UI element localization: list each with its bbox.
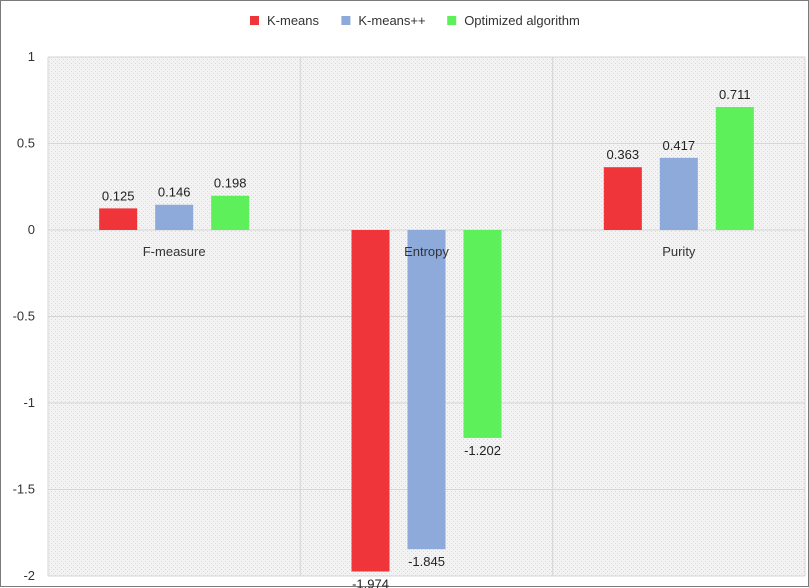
data-label: 0.417 bbox=[663, 138, 696, 153]
category-label: F-measure bbox=[143, 244, 206, 259]
category-label: Entropy bbox=[404, 244, 449, 259]
y-tick-label: -1.5 bbox=[13, 482, 35, 497]
data-labels: 0.125 0.146 0.198 -1.974 -1.845 -1.202 0.363 0.… bbox=[102, 87, 751, 588]
legend-label: K-means++ bbox=[358, 13, 425, 28]
category-label: Purity bbox=[662, 244, 696, 259]
bar-k-means--f-measure bbox=[155, 204, 194, 230]
data-label: 0.711 bbox=[719, 87, 751, 102]
bar-optimized-algorithm-entropy bbox=[463, 230, 502, 438]
bar-optimized-algorithm-f-measure bbox=[211, 195, 250, 230]
legend-swatch bbox=[447, 16, 457, 25]
legend-label: Optimized algorithm bbox=[464, 13, 580, 28]
bars bbox=[99, 106, 754, 572]
y-tick-label: 0 bbox=[28, 222, 35, 237]
data-label: 0.146 bbox=[158, 185, 191, 200]
legend-swatch bbox=[341, 16, 351, 25]
y-tick-label: 1 bbox=[28, 49, 35, 64]
legend-swatch bbox=[250, 16, 259, 25]
data-label: 0.363 bbox=[607, 147, 640, 162]
bar-k-means-f-measure bbox=[99, 208, 138, 230]
bar-k-means--purity bbox=[659, 157, 698, 230]
legend-label: K-means bbox=[267, 13, 320, 28]
y-tick-label: 0.5 bbox=[17, 136, 35, 151]
data-label: 0.125 bbox=[102, 188, 135, 203]
bar-k-means--entropy bbox=[407, 230, 446, 550]
bar-k-means-purity bbox=[603, 167, 642, 230]
data-label: -1.974 bbox=[352, 577, 389, 588]
y-tick-label: -2 bbox=[23, 568, 35, 583]
y-axis-ticks: 1 0.5 0 -0.5 -1 -1.5 -2 bbox=[13, 49, 35, 583]
y-tick-label: -1 bbox=[23, 395, 35, 410]
data-label: 0.198 bbox=[214, 176, 247, 191]
y-tick-label: -0.5 bbox=[13, 309, 35, 324]
data-label: -1.202 bbox=[464, 443, 501, 458]
legend: K-means K-means++ Optimized algorithm bbox=[250, 13, 580, 28]
category-labels: F-measure Entropy Purity bbox=[143, 244, 696, 259]
bar-k-means-entropy bbox=[351, 230, 390, 572]
data-label: -1.845 bbox=[408, 554, 445, 569]
bar-optimized-algorithm-purity bbox=[715, 106, 754, 230]
